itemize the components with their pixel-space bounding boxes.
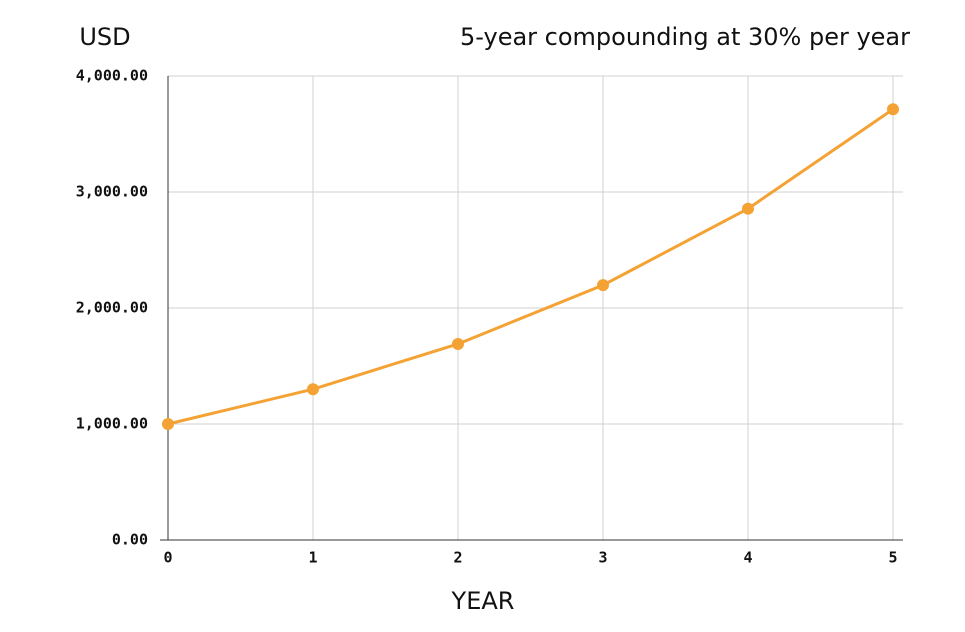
y-tick-label: 0.00	[112, 531, 148, 549]
chart-title: 5-year compounding at 30% per year	[460, 23, 910, 51]
point	[452, 337, 464, 350]
line	[167, 108, 894, 426]
y-axis-label: USD	[79, 23, 130, 51]
point	[307, 383, 319, 396]
x-tick-label: 4	[743, 549, 752, 567]
y-tick-label: 4,000.00	[76, 67, 148, 85]
point	[162, 418, 174, 430]
point	[887, 103, 899, 116]
x-axis-label: YEAR	[451, 587, 515, 615]
x-tick-label: 2	[453, 549, 462, 567]
x-tick-label: 3	[598, 549, 607, 567]
x-tick-label: 5	[888, 549, 897, 567]
x-tick-label: 1	[308, 549, 317, 567]
y-tick-label: 1,000.00	[76, 415, 148, 433]
x-tick-label: 0	[163, 549, 172, 567]
point	[742, 202, 754, 215]
point	[597, 279, 609, 292]
y-tick-label: 2,000.00	[76, 299, 148, 317]
y-tick-label: 3,000.00	[76, 183, 148, 201]
